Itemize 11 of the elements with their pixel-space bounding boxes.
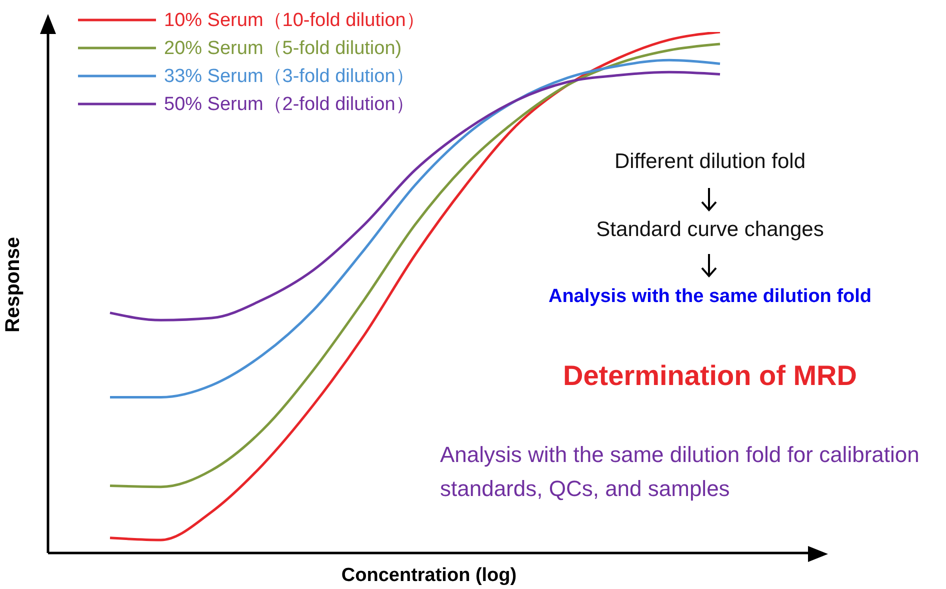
legend-label: 33% Serum（3-fold dilution） xyxy=(164,65,414,89)
annotation: Analysis with the same dilution fold for calibration standards, QCs, and samples xyxy=(440,441,920,503)
annotation: Standard curve changes xyxy=(595,218,825,242)
legend-label: 20% Serum（5-fold dilution) xyxy=(164,37,402,61)
legend-label: 10% Serum（10-fold dilution） xyxy=(164,9,425,33)
annotation: Different dilution fold xyxy=(613,150,807,174)
annotation: Analysis with the same dilution fold xyxy=(547,286,873,308)
y-axis-title: Response xyxy=(2,236,24,332)
x-axis-title: Concentration (log) xyxy=(341,565,517,586)
annotation: Determination of MRD xyxy=(562,360,858,392)
legend-label: 50% Serum（2-fold dilution） xyxy=(164,93,414,117)
